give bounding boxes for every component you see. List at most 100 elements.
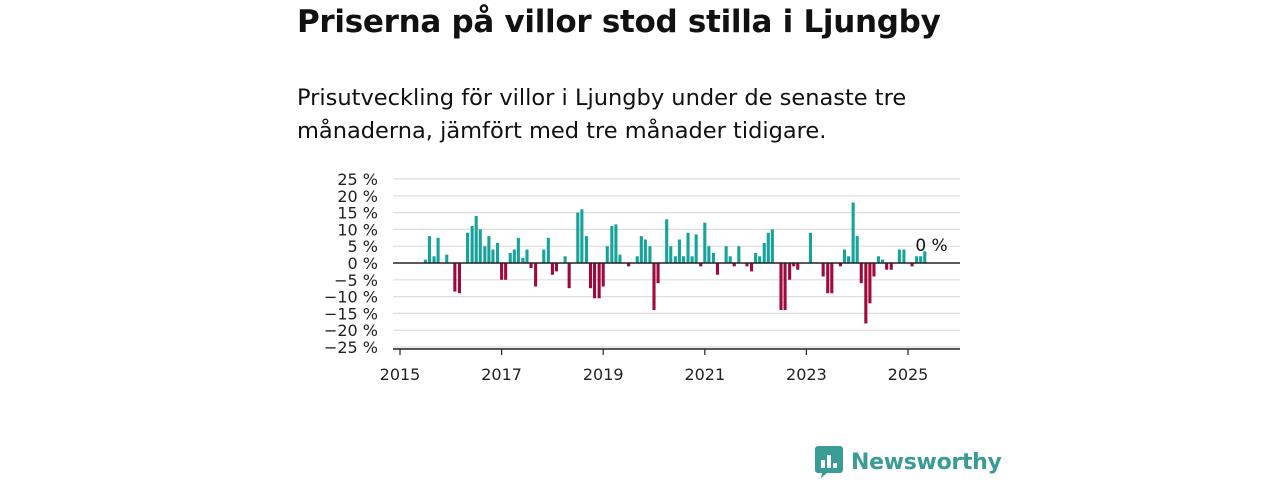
chart-title: Priserna på villor stod stilla i Ljungby [297, 4, 941, 40]
bar [686, 232, 690, 263]
bars [423, 202, 927, 324]
bar [423, 259, 427, 263]
bar [690, 256, 694, 263]
bar [732, 263, 736, 267]
y-tick-label: 15 % [337, 204, 378, 223]
bar [542, 249, 546, 263]
bar [593, 263, 597, 299]
bar [665, 219, 669, 263]
bar [681, 256, 686, 263]
bar [597, 263, 601, 299]
bar [656, 263, 660, 284]
bar [711, 252, 715, 263]
bar [703, 222, 707, 263]
bar [478, 229, 482, 263]
y-tick-label: 5 % [348, 237, 378, 256]
bar [910, 263, 914, 267]
y-tick-label: −20 % [324, 321, 378, 340]
y-tick-label: −5 % [334, 271, 378, 290]
bar [749, 263, 754, 272]
grid-lines [393, 178, 960, 348]
bar [457, 263, 461, 294]
bar [885, 263, 889, 270]
bar [584, 236, 588, 263]
bar [588, 263, 593, 289]
bar [859, 263, 863, 284]
bar [580, 209, 584, 263]
bar [436, 237, 440, 263]
bar [868, 263, 872, 304]
bar [851, 202, 855, 263]
bar [491, 249, 495, 263]
bar [563, 256, 567, 263]
bar [445, 254, 449, 263]
bar [758, 256, 762, 263]
y-tick-label: 0 % [348, 254, 378, 273]
bar [474, 215, 478, 263]
bar [495, 242, 500, 263]
bar [847, 256, 851, 263]
brand-logo: Newsworthy [815, 446, 1002, 478]
bar [902, 249, 906, 263]
bar [605, 246, 609, 263]
bar [864, 263, 868, 324]
bar [487, 236, 491, 263]
bar [614, 224, 618, 263]
bar [618, 254, 622, 263]
axes [393, 262, 960, 350]
y-axis-ticks: 25 %20 %15 %10 %5 %0 %−5 %−10 %−15 %−20 … [324, 170, 378, 357]
latest-value-label: 0 % [915, 236, 947, 256]
bar [432, 256, 436, 263]
bar [915, 256, 919, 263]
bar [516, 237, 520, 263]
bar [500, 263, 504, 280]
y-tick-label: 10 % [337, 220, 378, 239]
bar [483, 246, 487, 263]
bar [754, 252, 758, 263]
bar [796, 263, 800, 270]
bar [881, 259, 885, 263]
x-tick-label: 2019 [583, 365, 624, 384]
bar [838, 263, 842, 267]
bar [470, 226, 474, 263]
bar [554, 263, 559, 272]
bar [648, 246, 652, 263]
bar [504, 263, 508, 280]
bar [639, 236, 643, 263]
bar [610, 226, 614, 263]
bar [728, 256, 732, 263]
x-tick-label: 2017 [481, 365, 522, 384]
x-tick-label: 2025 [888, 365, 929, 384]
bar [872, 263, 876, 277]
y-tick-label: −25 % [324, 338, 378, 357]
bar [525, 249, 529, 263]
bar [923, 251, 927, 263]
x-tick-label: 2015 [380, 365, 421, 384]
bar [821, 263, 825, 277]
bar [808, 232, 813, 263]
bar [643, 239, 647, 263]
chart-subtitle: Prisutveckling för villor i Ljungby unde… [297, 85, 907, 144]
bar [652, 263, 656, 311]
x-tick-label: 2021 [684, 365, 725, 384]
y-tick-label: −15 % [324, 304, 378, 323]
newsworthy-logo-icon [815, 446, 843, 478]
bar [694, 234, 698, 263]
bar [876, 256, 881, 263]
bar [601, 263, 605, 287]
bar [737, 246, 741, 263]
bar [830, 263, 834, 294]
bar [466, 232, 470, 263]
brand-name: Newsworthy [851, 449, 1002, 475]
bar [635, 256, 639, 263]
x-axis-ticks: 2015 2017 2019 2021 2023 2025 [380, 349, 929, 384]
bar [855, 236, 859, 263]
bar [508, 252, 512, 263]
bar [699, 263, 703, 267]
bar [826, 263, 830, 294]
bar [779, 263, 783, 311]
bar [745, 263, 749, 267]
bar [453, 263, 457, 292]
bar [567, 263, 571, 289]
